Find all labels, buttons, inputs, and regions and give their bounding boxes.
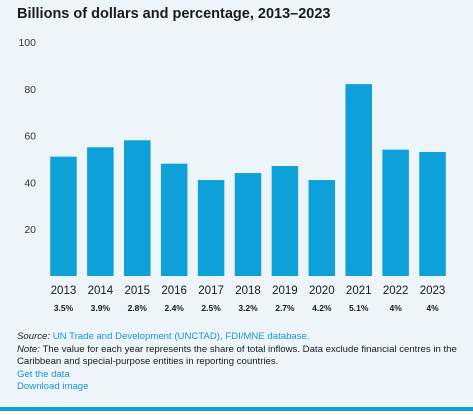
note-line: Note: The value for each year represents… [17, 344, 467, 369]
source-line: Source: UN Trade and Development (UNCTAD… [17, 331, 467, 344]
share-label: 2.5% [201, 303, 221, 313]
bar-2022 [382, 149, 409, 276]
bar-2021 [345, 84, 372, 276]
share-label: 2.7% [275, 303, 295, 313]
bottom-rule [0, 407, 473, 411]
x-tick-label: 2022 [383, 285, 409, 297]
bar-2023 [419, 151, 446, 276]
share-label: 4% [426, 303, 439, 313]
share-label: 3.5% [54, 303, 74, 313]
x-tick-label: 2016 [161, 285, 187, 297]
x-tick-label: 2014 [88, 285, 114, 297]
share-label: 3.2% [238, 303, 258, 313]
x-tick-label: 2018 [235, 285, 261, 297]
share-label: 2.8% [128, 303, 148, 313]
share-label: 5.1% [349, 303, 369, 313]
share-label: 4% [389, 303, 402, 313]
x-tick-label: 2015 [124, 285, 150, 297]
x-tick-label: 2020 [309, 285, 335, 297]
bar-2020 [308, 180, 336, 276]
x-tick-label: 2017 [198, 285, 224, 297]
note-label: Note: [17, 343, 40, 355]
share-label: 3.9% [91, 303, 111, 313]
get-data-link[interactable]: Get the data [17, 368, 70, 380]
y-tick-label: 20 [24, 224, 36, 236]
x-tick-label: 2013 [51, 285, 77, 297]
note-text: The value for each year represents the s… [17, 343, 457, 368]
chart-footer: Source: UN Trade and Development (UNCTAD… [17, 331, 467, 394]
source-label: Source: [17, 331, 51, 342]
x-tick-label: 2019 [272, 285, 298, 297]
bar-2013 [50, 156, 77, 276]
bar-2018 [234, 173, 262, 276]
bar-2019 [271, 166, 299, 276]
source-link[interactable]: UN Trade and Development (UNCTAD), FDI/M… [52, 331, 310, 342]
bar-2017 [197, 180, 225, 276]
y-tick-label: 100 [18, 37, 36, 49]
y-tick-label: 60 [24, 131, 36, 143]
bar-chart: 20 40 60 80 100 2013 3.5% 2014 3.9% 2015 2.8% 2016 2… [18, 37, 446, 313]
bar-2014 [87, 147, 114, 276]
x-tick-label: 2023 [420, 285, 446, 297]
share-label: 4.2% [312, 303, 332, 313]
y-tick-label: 80 [24, 84, 36, 96]
bar-2015 [124, 140, 151, 276]
share-label: 2.4% [164, 303, 184, 313]
x-tick-label: 2021 [346, 285, 372, 297]
bar-2016 [160, 163, 188, 276]
chart-title: Billions of dollars and percentage, 2013… [17, 6, 331, 22]
y-tick-label: 40 [24, 177, 36, 189]
download-image-link[interactable]: Download image [17, 381, 89, 393]
